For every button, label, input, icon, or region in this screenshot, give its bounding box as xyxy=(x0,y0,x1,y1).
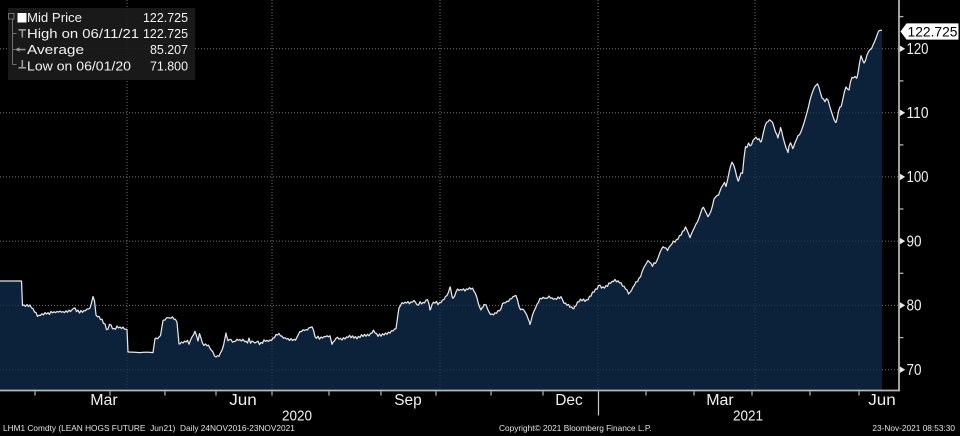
svg-text:LHM1 Comdty (LEAN HOGS FUTURE: LHM1 Comdty (LEAN HOGS FUTURE Jun21) Dai… xyxy=(3,423,295,433)
svg-text:110: 110 xyxy=(907,105,929,122)
svg-text:High on 06/11/21: High on 06/11/21 xyxy=(27,26,139,41)
svg-text:71.800: 71.800 xyxy=(150,59,188,74)
svg-text:Sep: Sep xyxy=(394,392,422,409)
svg-text:122.725: 122.725 xyxy=(908,23,958,39)
svg-text:Copyright© 2021 Bloomberg Fina: Copyright© 2021 Bloomberg Finance L.P. xyxy=(499,423,652,433)
svg-text:70: 70 xyxy=(907,362,922,379)
svg-text:122.725: 122.725 xyxy=(143,10,188,25)
svg-text:90: 90 xyxy=(907,233,922,250)
svg-text:Mar: Mar xyxy=(90,392,118,409)
svg-text:85.207: 85.207 xyxy=(150,42,188,57)
svg-text:Mid Price: Mid Price xyxy=(27,10,82,25)
svg-text:100: 100 xyxy=(907,169,929,186)
svg-text:Low on 06/01/20: Low on 06/01/20 xyxy=(27,59,131,74)
svg-text:Dec: Dec xyxy=(555,392,583,409)
svg-text:122.725: 122.725 xyxy=(143,26,188,41)
svg-text:2021: 2021 xyxy=(733,408,763,425)
svg-text:120: 120 xyxy=(907,41,929,58)
svg-text:Mar: Mar xyxy=(706,392,734,409)
svg-text:2020: 2020 xyxy=(282,408,312,425)
svg-text:80: 80 xyxy=(907,298,922,315)
svg-text:Average: Average xyxy=(27,42,84,57)
svg-text:23-Nov-2021 08:53:30: 23-Nov-2021 08:53:30 xyxy=(872,423,955,433)
svg-text:Jun: Jun xyxy=(229,392,257,409)
svg-text:Jun: Jun xyxy=(868,392,896,409)
